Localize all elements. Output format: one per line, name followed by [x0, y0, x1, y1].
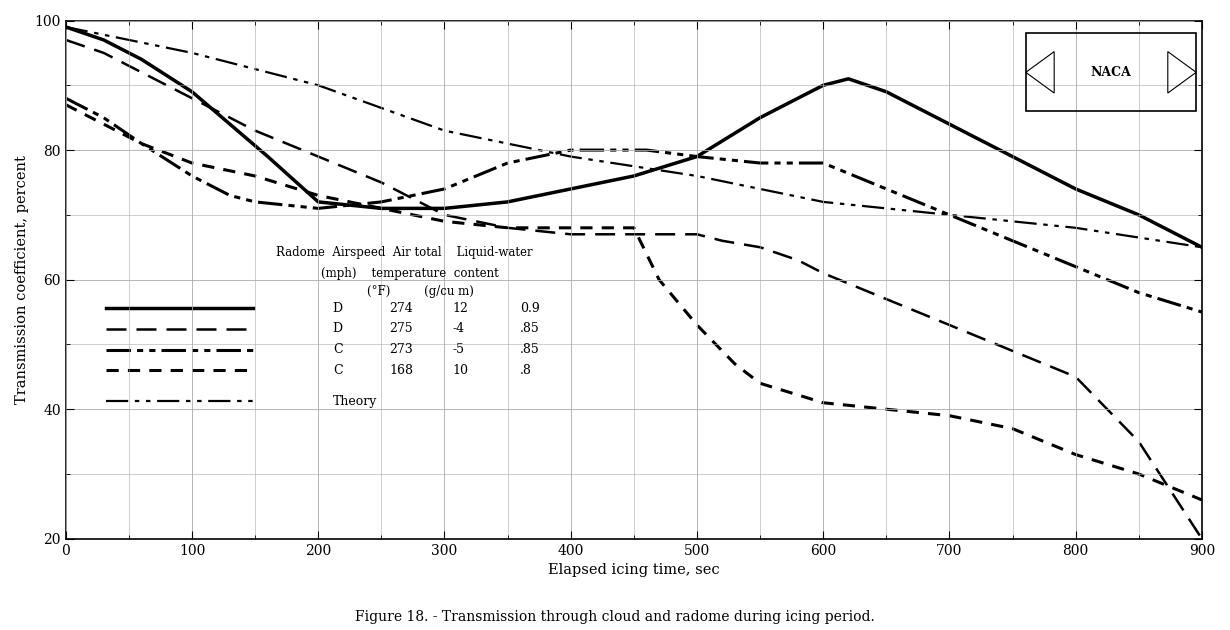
Text: Theory: Theory: [333, 395, 378, 408]
Text: (mph)    temperature  content: (mph) temperature content: [321, 266, 499, 280]
Text: Radome  Airspeed  Air total    Liquid-water: Radome Airspeed Air total Liquid-water: [276, 246, 533, 259]
Text: 274: 274: [390, 302, 413, 314]
Text: 12: 12: [453, 302, 467, 314]
Text: D: D: [333, 323, 343, 335]
Text: C: C: [333, 343, 342, 356]
X-axis label: Elapsed icing time, sec: Elapsed icing time, sec: [549, 563, 720, 577]
Text: .8: .8: [520, 364, 533, 377]
Text: (°F)         (g/cu m): (°F) (g/cu m): [367, 285, 474, 298]
Text: Figure 18. - Transmission through cloud and radome during icing period.: Figure 18. - Transmission through cloud …: [355, 610, 875, 624]
Text: 0.9: 0.9: [520, 302, 540, 314]
Text: C: C: [333, 364, 342, 377]
Text: NACA: NACA: [1091, 66, 1132, 79]
Text: -4: -4: [453, 323, 464, 335]
Text: D: D: [333, 302, 343, 314]
Text: .85: .85: [520, 343, 540, 356]
Text: 10: 10: [453, 364, 469, 377]
Text: 168: 168: [390, 364, 413, 377]
Text: .85: .85: [520, 323, 540, 335]
Y-axis label: Transmission coefficient, percent: Transmission coefficient, percent: [15, 155, 30, 404]
Text: 275: 275: [390, 323, 413, 335]
Text: 273: 273: [390, 343, 413, 356]
Text: -5: -5: [453, 343, 464, 356]
